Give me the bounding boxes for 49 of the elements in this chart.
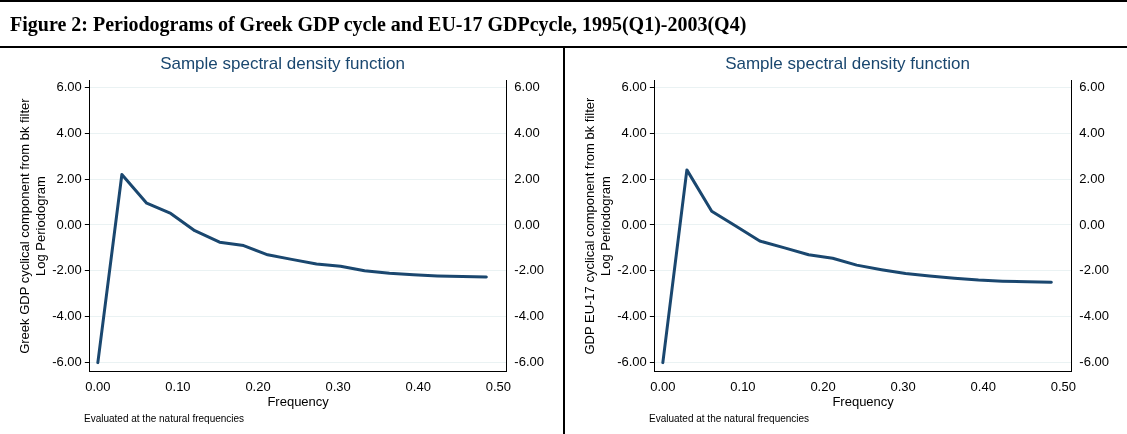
chart-title: Sample spectral density function [724,53,970,73]
y-axis-title: GDP EU-17 cyclical component from bk filter Log Periodogram [581,96,613,355]
x-tick-label: 0.20 [809,379,836,395]
y2-tick-label: -6.00 [514,354,545,370]
y2-tick-label: -4.00 [1078,308,1109,324]
y2-tick-label: 2.00 [514,170,540,186]
y-tick-label: 6.00 [621,78,647,94]
y-tick-label: 4.00 [56,124,82,140]
text: Evaluated at the natural frequencies [648,412,809,424]
x-tick-label: 0.10 [729,379,756,395]
y2-tick-label: -6.00 [1078,354,1109,370]
y-tick-label: -2.00 [52,262,82,278]
x-axis-title: Frequency [831,393,894,409]
x-tick-label: 0.40 [970,379,996,395]
x-tick-label: 0.30 [325,379,351,395]
y-tick-label: -6.00 [616,354,647,370]
y-axis-title: Greek GDP cyclical component from bk filter Log Periodogram [17,97,48,354]
y2-tick-label: -2.00 [1078,262,1109,278]
y-tick-label: 0.00 [621,216,647,232]
y2-tick-label: 4.00 [514,124,540,140]
x-tick-label: 0.50 [1050,379,1076,395]
x-tick-label: 0.00 [649,379,675,395]
y2-tick-label: -2.00 [514,262,545,278]
y2-tick-label: 0.00 [514,216,540,232]
y2-tick-label: 0.00 [1078,216,1105,232]
y-tick-label: -4.00 [616,308,647,324]
x-axis-title: Frequency [267,393,330,409]
y-tick-label: 6.00 [56,78,82,94]
x-tick-label: 0.30 [890,379,916,395]
y-tick-label: -2.00 [616,262,647,278]
y-tick-label: 4.00 [621,124,647,140]
y2-tick-label: -4.00 [514,308,545,324]
caption: Figure 2: Periodograms of Greek GDP cycle and EU-17 GDPcycle, 1995(Q1)-2003(Q4) [0,0,1127,48]
y-tick-label: 2.00 [56,170,82,186]
y-tick-label: 0.00 [56,216,82,232]
y2-tick-label: 4.00 [1078,124,1105,140]
x-tick-label: 0.20 [245,379,271,395]
x-tick-label: 0.50 [485,379,512,395]
y-tick-label: 2.00 [621,170,647,186]
y2-tick-label: 6.00 [514,78,540,94]
y2-tick-label: 2.00 [1078,170,1105,186]
y2-tick-label: 6.00 [1078,78,1105,94]
x-tick-label: 0.40 [405,379,431,395]
y-tick-label: -4.00 [52,308,82,324]
chart-title: Sample spectral density function [160,53,405,73]
x-tick-label: 0.00 [85,379,111,395]
y-tick-label: -6.00 [52,354,82,370]
x-tick-label: 0.10 [165,379,191,395]
text: Evaluated at the natural frequencies [84,412,245,424]
